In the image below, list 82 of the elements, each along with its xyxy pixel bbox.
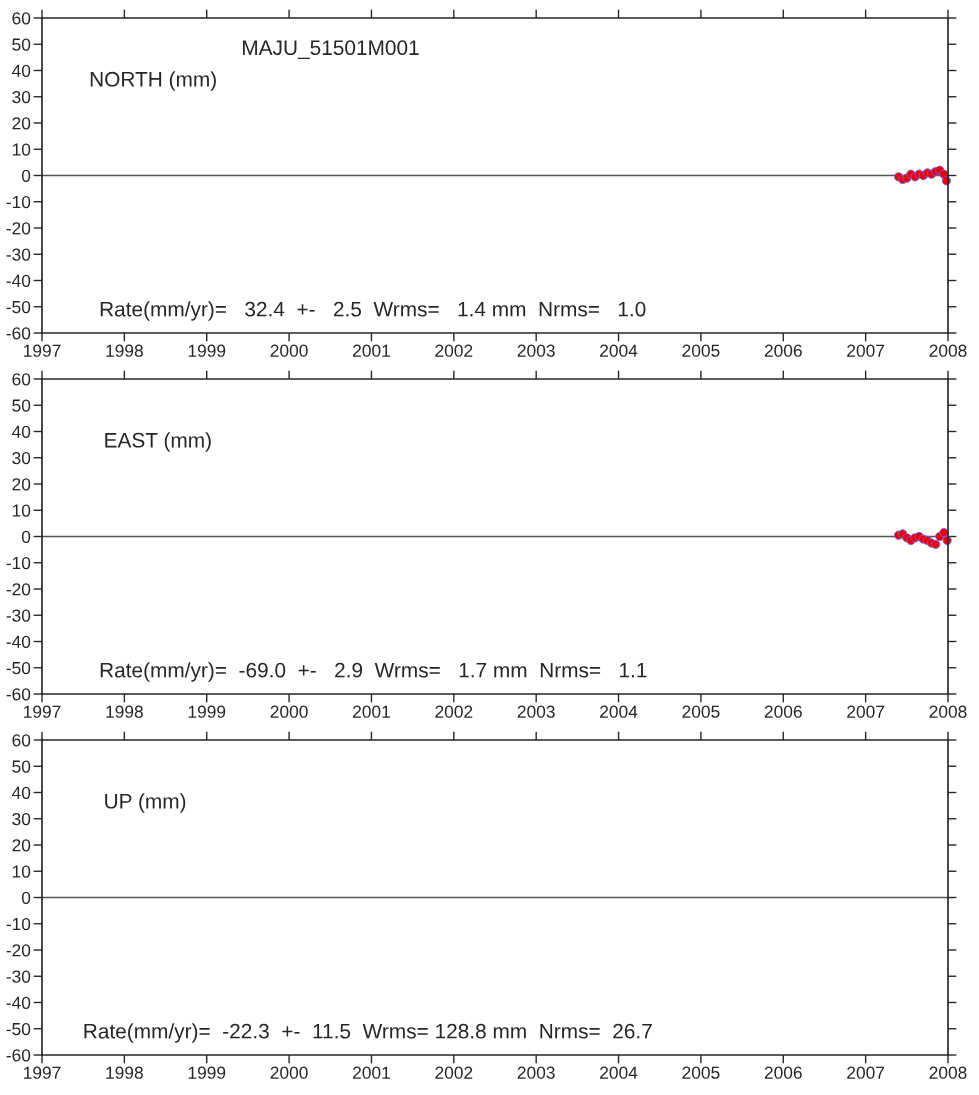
- x-tick-label: 2000: [270, 705, 308, 718]
- x-tick-label: 2000: [270, 344, 308, 357]
- y-tick-label: -10: [6, 556, 31, 570]
- x-tick-label: 2002: [435, 344, 473, 357]
- y-tick-label: -10: [6, 917, 31, 931]
- x-tick-label: 2004: [600, 344, 638, 357]
- x-tick-label: 1998: [106, 344, 143, 357]
- y-tick-label: 10: [12, 143, 31, 156]
- x-tick-label: 2005: [682, 705, 720, 718]
- y-tick-label: 60: [12, 12, 31, 25]
- y-tick-label: 10: [12, 504, 31, 517]
- y-tick-label: -10: [6, 195, 31, 209]
- x-tick-label: 2005: [682, 1066, 720, 1079]
- y-tick-label: 20: [12, 478, 31, 491]
- y-tick-label: 60: [12, 373, 31, 386]
- x-tick-label: 2007: [847, 705, 885, 718]
- x-tick-label: 2006: [764, 344, 802, 357]
- x-tick-label: 2007: [847, 344, 885, 357]
- y-tick-label: 0: [21, 891, 31, 904]
- y-tick-label: 20: [12, 117, 31, 130]
- y-tick-label: -20: [6, 583, 31, 596]
- x-tick-label: 1998: [106, 705, 143, 718]
- y-tick-label: -30: [6, 970, 31, 983]
- y-tick-label: -40: [6, 635, 31, 648]
- x-tick-label: 2001: [353, 1066, 390, 1079]
- x-tick-label: 1998: [106, 1066, 143, 1079]
- x-tick-label: 2001: [353, 705, 390, 718]
- x-tick-label: 2007: [847, 1066, 885, 1079]
- y-tick-label: -40: [6, 274, 31, 287]
- annotation: Rate(mm/yr)= -69.0 +- 2.9 Wrms= 1.7 mm Nrms= 1.1: [100, 662, 647, 682]
- y-tick-label: -20: [6, 944, 31, 957]
- annotation: Rate(mm/yr)= 32.4 +- 2.5 Wrms= 1.4 mm Nrms= 1.0: [100, 301, 646, 321]
- annotation: NORTH (mm): [90, 71, 216, 91]
- x-tick-label: 2000: [270, 1066, 308, 1079]
- y-tick-label: 40: [11, 786, 31, 799]
- x-tick-label: 2004: [600, 705, 638, 718]
- y-tick-label: -60: [6, 1049, 31, 1062]
- x-tick-label: 1997: [24, 1066, 61, 1079]
- y-tick-label: 10: [12, 865, 31, 878]
- x-tick-label: 2004: [600, 1066, 638, 1079]
- y-tick-label: -60: [6, 327, 31, 340]
- y-tick-label: 60: [12, 734, 31, 747]
- x-tick-label: 1997: [24, 705, 61, 718]
- y-tick-label: 50: [12, 399, 31, 412]
- y-tick-label: -60: [6, 688, 31, 701]
- y-tick-label: 50: [12, 38, 31, 51]
- y-tick-label: -50: [6, 1022, 31, 1036]
- y-tick-label: -50: [6, 300, 31, 314]
- x-tick-label: 1999: [188, 344, 226, 357]
- x-tick-label: 2003: [517, 1066, 555, 1079]
- x-tick-label: 2005: [682, 344, 720, 357]
- y-tick-label: 0: [21, 169, 31, 182]
- x-tick-label: 2003: [517, 344, 555, 357]
- y-tick-label: -50: [6, 661, 31, 675]
- x-tick-label: 2001: [353, 344, 390, 357]
- y-tick-label: 30: [12, 90, 31, 104]
- y-tick-label: 50: [12, 760, 31, 773]
- text: MAJU_51501M001: [243, 40, 419, 60]
- annotation: EAST (mm): [105, 432, 211, 452]
- y-tick-label: 0: [21, 530, 31, 543]
- x-tick-label: 2008: [929, 344, 967, 357]
- y-tick-label: 40: [11, 425, 31, 438]
- x-tick-label: 2008: [929, 1066, 967, 1079]
- y-tick-label: 20: [12, 839, 31, 852]
- annotation: UP (mm): [105, 793, 186, 813]
- x-tick-label: 2002: [435, 1066, 473, 1079]
- x-tick-label: 1997: [24, 344, 61, 357]
- y-tick-label: 40: [11, 64, 31, 77]
- annotation: Rate(mm/yr)= -22.3 +- 11.5 Wrms= 128.8 mm Nrms= 26.7: [84, 1023, 652, 1043]
- y-tick-label: -30: [6, 609, 31, 622]
- x-tick-label: 2003: [517, 705, 555, 718]
- x-tick-label: 1999: [188, 705, 226, 718]
- x-tick-label: 2006: [764, 705, 802, 718]
- x-tick-label: 2002: [435, 705, 473, 718]
- y-tick-label: -40: [6, 996, 31, 1009]
- x-tick-label: 2006: [764, 1066, 802, 1079]
- x-tick-label: 1999: [188, 1066, 226, 1079]
- y-tick-label: 30: [12, 451, 31, 465]
- y-tick-label: -30: [6, 248, 31, 261]
- x-tick-label: 2008: [929, 705, 967, 718]
- y-tick-label: -20: [6, 222, 31, 235]
- y-tick-label: 30: [12, 812, 31, 826]
